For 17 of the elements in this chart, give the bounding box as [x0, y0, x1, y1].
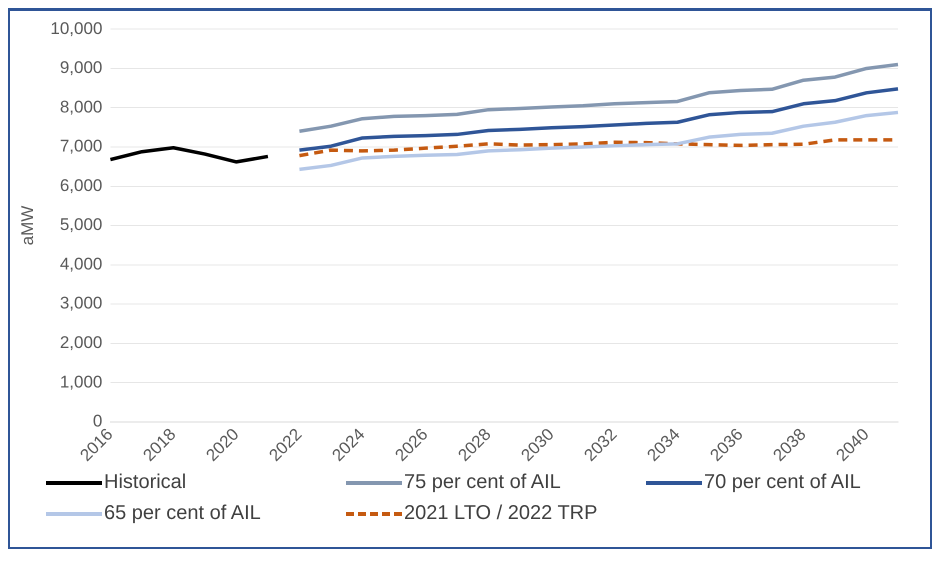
legend-label: 70 per cent of AIL — [704, 471, 861, 494]
y-tick-label: 4,000 — [60, 254, 102, 274]
y-tick-label: 1,000 — [60, 372, 102, 392]
y-tick-label: 7,000 — [60, 136, 102, 156]
y-axis-title: aMW — [18, 206, 37, 246]
y-tick-label: 8,000 — [60, 97, 102, 116]
y-tick-label: 9,000 — [60, 58, 102, 78]
legend-label: 75 per cent of AIL — [404, 471, 561, 494]
legend-label: 2021 LTO / 2022 TRP — [404, 502, 598, 525]
legend-label: Historical — [104, 471, 186, 494]
legend-label: 65 per cent of AIL — [104, 502, 261, 525]
y-tick-label: 6,000 — [60, 176, 102, 195]
y-tick-label: 0 — [92, 412, 102, 431]
y-tick-label: 2,000 — [60, 332, 102, 352]
y-tick-label: 10,000 — [50, 18, 102, 38]
y-tick-label: 5,000 — [60, 215, 102, 234]
y-tick-label: 3,000 — [60, 294, 102, 313]
